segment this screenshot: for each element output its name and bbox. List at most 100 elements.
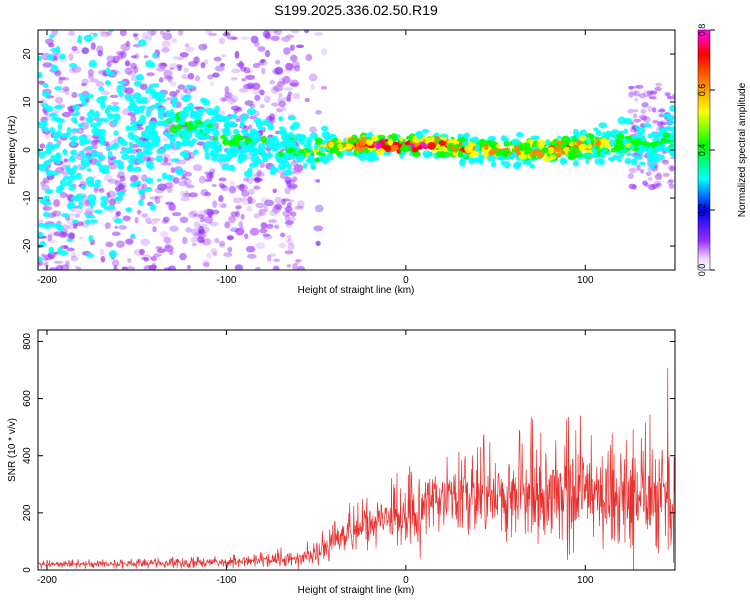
spectrum-blob xyxy=(239,196,247,202)
spectrum-blob xyxy=(190,236,198,244)
spectrum-blob xyxy=(297,134,306,140)
spectrum-blob xyxy=(266,254,272,262)
spectrum-blob xyxy=(259,89,265,96)
spectrum-blob xyxy=(539,139,546,146)
spectrum-blob xyxy=(38,223,46,228)
spectrum-blob xyxy=(116,196,121,201)
spectrum-blob xyxy=(73,119,78,125)
spectrum-blob xyxy=(273,258,280,263)
spectrum-blob xyxy=(107,157,116,166)
spectrum-blob xyxy=(88,60,97,68)
spectrum-blob xyxy=(113,264,118,270)
spectrum-blob xyxy=(254,94,261,101)
spectrum-blob xyxy=(111,142,120,150)
spectrum-blob xyxy=(293,65,301,72)
spectrum-blob xyxy=(224,91,232,99)
spectrum-blob xyxy=(305,158,315,164)
spectrum-blob xyxy=(46,239,57,243)
spectrum-blob xyxy=(110,105,120,112)
spectrum-blob xyxy=(245,245,256,253)
spectrum-blob xyxy=(42,126,49,133)
spectrum-blob xyxy=(640,116,648,121)
spectrum-blob xyxy=(106,55,115,62)
spectrum-blob xyxy=(163,69,173,78)
spectrum-blob xyxy=(122,215,132,221)
y-tick-label: 20 xyxy=(22,48,33,60)
spectrum-blob xyxy=(219,184,227,189)
spectrum-blob xyxy=(163,236,172,244)
spectrum-blob xyxy=(41,91,51,98)
spectrum-blob xyxy=(38,163,42,170)
spectrum-blob xyxy=(461,139,469,147)
spectrum-blob xyxy=(152,137,161,144)
spectrum-blob xyxy=(643,123,652,128)
spectrum-blob xyxy=(260,135,268,144)
spectrum-blob xyxy=(252,63,261,69)
spectrum-blob xyxy=(500,135,507,142)
spectrum-blob xyxy=(671,93,675,100)
spectrum-blob xyxy=(244,137,249,146)
spectrum-blob xyxy=(228,215,237,224)
spectrum-blob xyxy=(100,256,106,263)
spectrum-blob xyxy=(275,59,281,65)
spectrum-blob xyxy=(655,82,663,87)
spectrum-blob xyxy=(118,182,127,190)
spectrum-blob xyxy=(647,133,655,139)
spectrum-blob xyxy=(156,178,162,183)
spectrum-blob xyxy=(136,152,143,157)
spectrum-blob xyxy=(163,156,168,164)
spectrum-blob xyxy=(172,177,180,184)
spectrum-blob xyxy=(295,258,303,263)
spectrum-blob xyxy=(202,226,210,234)
spectrum-blob xyxy=(122,215,131,222)
spectrum-blob xyxy=(237,154,245,162)
spectrum-blob xyxy=(235,210,240,218)
spectrum-blob xyxy=(145,35,153,42)
spectrum-blob xyxy=(258,208,267,217)
spectrum-blob xyxy=(221,54,227,58)
spectrum-blob xyxy=(86,168,92,172)
spectrogram-x-axis: -200 -100 0 100 xyxy=(37,30,594,286)
spectrum-blob xyxy=(262,233,271,237)
spectrum-blob xyxy=(124,94,132,102)
spectrum-blob xyxy=(366,138,374,146)
spectrum-blob xyxy=(125,40,131,47)
spectrum-blob xyxy=(179,151,187,157)
spectrum-blob xyxy=(624,157,632,165)
spectrum-blob xyxy=(129,125,139,132)
spectrum-blob xyxy=(177,84,186,90)
spectrum-blob xyxy=(228,185,237,194)
spectrum-blob xyxy=(54,86,63,91)
spectrum-blob xyxy=(38,71,43,79)
y-tick-label: -20 xyxy=(22,238,33,253)
spectrum-blob xyxy=(239,140,245,146)
spectrum-blob xyxy=(70,112,79,117)
spectrum-blob xyxy=(42,205,53,211)
spectrum-blob xyxy=(120,153,130,160)
spectrum-blob xyxy=(55,45,61,54)
spectrum-blob xyxy=(666,120,675,125)
spectrum-blob xyxy=(170,81,177,87)
spectrum-blob xyxy=(80,198,91,207)
spectrum-blob xyxy=(42,82,49,88)
spectrum-blob xyxy=(662,172,670,177)
spectrum-blob xyxy=(49,222,58,228)
spectrum-blob xyxy=(479,154,485,159)
spectrum-blob xyxy=(224,156,231,162)
spectrum-blob xyxy=(118,224,127,230)
spectrum-blob xyxy=(212,200,218,208)
spectrum-blob xyxy=(99,117,106,123)
spectrum-blob xyxy=(530,135,540,141)
spectrum-blob xyxy=(277,151,284,158)
spectrum-blob xyxy=(640,135,646,143)
spectrum-blob xyxy=(643,116,651,124)
spectrum-blob xyxy=(58,76,63,85)
spectrum-blob xyxy=(560,150,565,155)
spectrum-blob xyxy=(612,129,619,134)
spectrum-blob xyxy=(90,150,100,158)
spectrum-blob xyxy=(132,92,142,100)
spectrum-blob xyxy=(315,179,321,183)
spectrum-blob xyxy=(482,150,489,155)
spectrum-blob xyxy=(629,167,637,174)
spectrum-blob xyxy=(48,112,58,118)
